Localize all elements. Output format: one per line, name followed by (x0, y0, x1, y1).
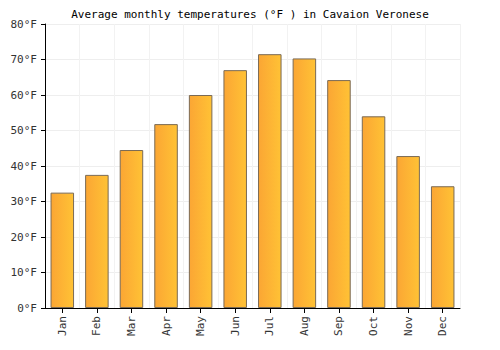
svg-text:20°F: 20°F (11, 231, 38, 244)
svg-text:Jul: Jul (263, 316, 276, 336)
svg-text:Dec: Dec (436, 316, 449, 336)
svg-text:50°F: 50°F (11, 124, 38, 137)
svg-text:Nov: Nov (402, 316, 415, 336)
svg-text:Apr: Apr (160, 316, 173, 336)
svg-text:Aug: Aug (298, 316, 311, 336)
svg-text:Jun: Jun (229, 316, 242, 336)
svg-text:Oct: Oct (367, 316, 380, 336)
svg-text:Feb: Feb (90, 316, 103, 336)
svg-text:Mar: Mar (125, 316, 138, 336)
svg-text:30°F: 30°F (11, 195, 38, 208)
svg-text:40°F: 40°F (11, 160, 38, 173)
svg-text:Sep: Sep (332, 316, 345, 336)
svg-text:Average monthly temperatures (: Average monthly temperatures (°F ) in Ca… (71, 8, 429, 21)
svg-text:80°F: 80°F (11, 18, 38, 31)
svg-text:70°F: 70°F (11, 53, 38, 66)
svg-text:0°F: 0°F (17, 302, 37, 315)
svg-text:May: May (194, 316, 207, 336)
svg-text:Jan: Jan (56, 316, 69, 336)
svg-text:60°F: 60°F (11, 89, 38, 102)
svg-text:10°F: 10°F (11, 266, 38, 279)
